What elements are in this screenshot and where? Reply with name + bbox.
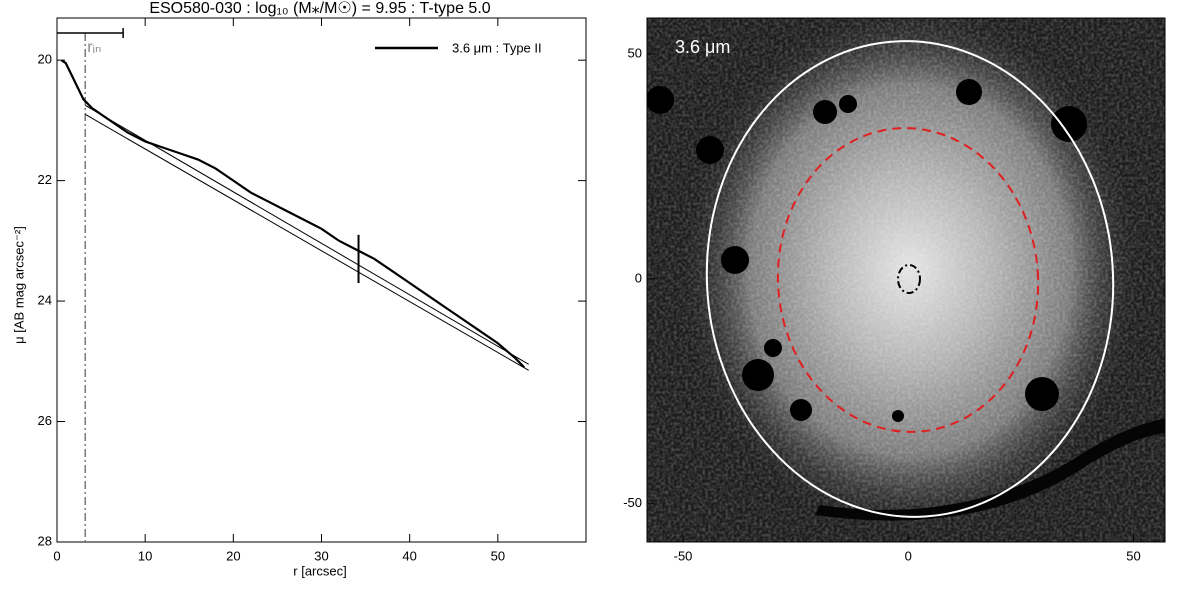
y-axis-label: μ [AB mag arcsec⁻²] bbox=[11, 226, 26, 344]
x-tick-label: 50 bbox=[491, 548, 505, 563]
y-tick-label: 28 bbox=[38, 533, 52, 548]
x-tick-label: 0 bbox=[905, 548, 912, 563]
fit-line bbox=[84, 113, 529, 371]
galaxy-image bbox=[647, 18, 1165, 542]
x-tick-label: 50 bbox=[1126, 548, 1140, 563]
legend-label: 3.6 μm : Type II bbox=[452, 40, 542, 55]
plot-frame bbox=[56, 17, 587, 543]
y-tick-label: 22 bbox=[38, 172, 52, 187]
x-tick-label: 10 bbox=[138, 548, 152, 563]
x-tick-label: 30 bbox=[314, 548, 328, 563]
image-frame bbox=[646, 17, 1166, 543]
y-tick-label: 20 bbox=[38, 52, 52, 67]
image-label: 3.6 μm bbox=[675, 37, 730, 57]
y-tick-label: 24 bbox=[38, 293, 52, 308]
x-tick-label: 0 bbox=[53, 548, 60, 563]
x-tick-label: 40 bbox=[402, 548, 416, 563]
y-tick-label: 50 bbox=[628, 45, 642, 60]
r-in-label: rᵢₙ bbox=[87, 39, 101, 56]
x-tick-label: -50 bbox=[674, 548, 693, 563]
y-tick-label: -50 bbox=[623, 495, 642, 510]
profile-line bbox=[60, 59, 526, 369]
fit-line bbox=[84, 104, 529, 365]
chart-title: ESO580-030 : log₁₀ (M⁎/M☉) = 9.95 : T-ty… bbox=[149, 0, 490, 17]
x-tick-label: 20 bbox=[226, 548, 240, 563]
x-axis-label: r [arcsec] bbox=[293, 563, 346, 578]
y-tick-label: 26 bbox=[38, 413, 52, 428]
y-tick-label: 0 bbox=[635, 270, 642, 285]
